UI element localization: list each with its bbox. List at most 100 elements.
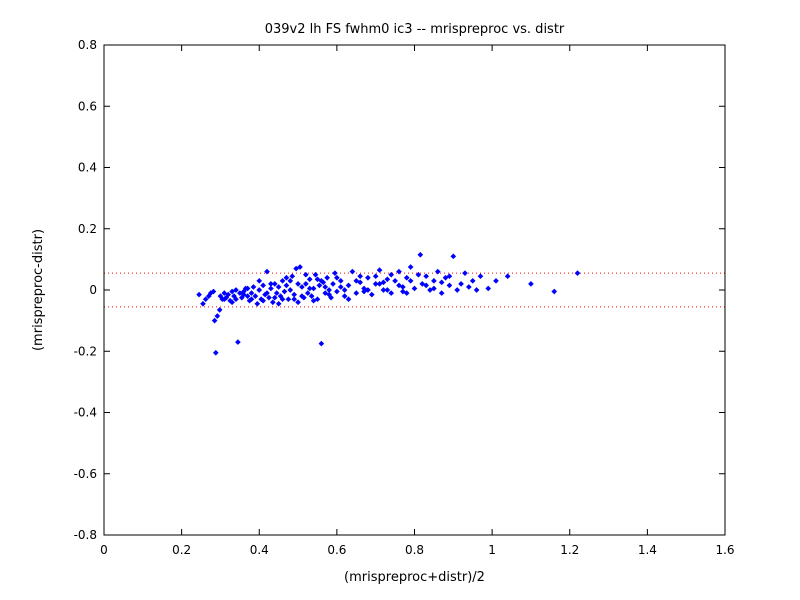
data-point: [454, 287, 461, 293]
x-tick-label: 0.8: [405, 543, 424, 557]
y-tick-label: 0: [89, 283, 97, 297]
data-point: [318, 340, 325, 347]
data-point: [271, 294, 278, 301]
data-point: [388, 290, 395, 296]
data-point: [345, 282, 352, 289]
data-point: [281, 288, 288, 295]
data-point: [287, 277, 294, 284]
data-point: [372, 273, 379, 280]
data-point: [271, 281, 278, 287]
data-point: [275, 284, 282, 290]
data-point: [431, 277, 437, 284]
data-point: [287, 287, 294, 293]
data-point: [196, 291, 202, 298]
data-point: [297, 264, 303, 270]
data-point: [407, 264, 414, 270]
data-point: [415, 271, 422, 278]
data-point: [438, 279, 445, 286]
y-tick-label: 0.2: [78, 222, 97, 236]
data-point: [357, 273, 363, 280]
data-point: [270, 299, 276, 306]
data-point: [260, 282, 266, 289]
data-point: [316, 282, 323, 289]
data-point: [312, 271, 319, 278]
data-point: [353, 277, 360, 284]
data-point: [403, 290, 410, 296]
data-point: [250, 284, 257, 290]
data-point: [431, 285, 437, 292]
data-point: [268, 281, 274, 287]
data-point: [299, 284, 305, 290]
x-tick-label: 1.6: [715, 543, 734, 557]
x-tick-label: 0.2: [172, 543, 191, 557]
data-point: [229, 288, 235, 295]
y-tick-label: -0.2: [74, 344, 97, 358]
data-point: [293, 265, 299, 272]
x-tick-label: 0.6: [327, 543, 346, 557]
data-point: [256, 287, 263, 293]
data-point: [434, 268, 441, 275]
data-point: [266, 294, 272, 301]
data-point: [214, 313, 221, 319]
data-point: [365, 287, 371, 293]
data-point: [334, 274, 340, 281]
data-point: [400, 288, 406, 295]
data-point: [504, 273, 511, 280]
y-tick-label: -0.4: [74, 406, 97, 420]
y-tick-label: -0.6: [74, 467, 97, 481]
data-point: [279, 296, 286, 303]
y-tick-label: -0.8: [74, 528, 97, 542]
data-point: [357, 279, 363, 286]
data-point: [380, 279, 387, 286]
data-point: [237, 290, 243, 296]
data-point: [303, 281, 309, 287]
data-point: [303, 271, 309, 278]
data-point: [466, 284, 472, 290]
data-point: [291, 291, 298, 298]
data-point: [285, 296, 292, 303]
data-point: [308, 293, 315, 299]
data-point: [473, 287, 480, 293]
data-point: [244, 285, 251, 292]
data-point: [396, 268, 402, 275]
data-layer: [104, 251, 725, 356]
data-point: [407, 277, 414, 284]
data-point: [403, 274, 410, 281]
data-point: [326, 287, 332, 293]
data-point: [310, 297, 317, 304]
data-point: [256, 277, 263, 284]
data-point: [314, 276, 321, 283]
data-point: [248, 290, 255, 296]
data-point: [345, 296, 352, 303]
data-point: [244, 293, 251, 299]
tick-layer: 0 0.2 0.4 0.6 0.8 1 1.2 1.4 1.6 0.8 0.6 0.4 0.2 0 -0.2…: [74, 38, 735, 557]
data-point: [212, 349, 219, 356]
data-point: [295, 281, 301, 287]
data-point: [438, 290, 445, 296]
y-tick-label: 0.6: [78, 99, 97, 113]
data-point: [419, 281, 426, 287]
x-tick-label: 1: [488, 543, 496, 557]
data-point: [337, 284, 344, 290]
data-point: [477, 273, 484, 280]
data-point: [423, 273, 429, 280]
data-point: [493, 277, 499, 284]
data-point: [264, 268, 270, 275]
data-point: [216, 307, 223, 313]
data-point: [275, 300, 282, 307]
x-tick-label: 1.4: [638, 543, 657, 557]
y-axis-label: (mrispreproc-distr): [31, 229, 46, 351]
data-point: [202, 296, 209, 303]
data-point: [304, 290, 311, 296]
data-point: [200, 300, 206, 307]
data-point: [229, 299, 235, 306]
data-point: [361, 288, 367, 295]
data-point: [235, 339, 241, 345]
data-point: [462, 270, 468, 276]
data-point: [450, 253, 457, 260]
data-point: [291, 296, 298, 303]
data-point: [318, 277, 325, 284]
data-point: [240, 291, 247, 298]
data-point: [446, 282, 453, 289]
